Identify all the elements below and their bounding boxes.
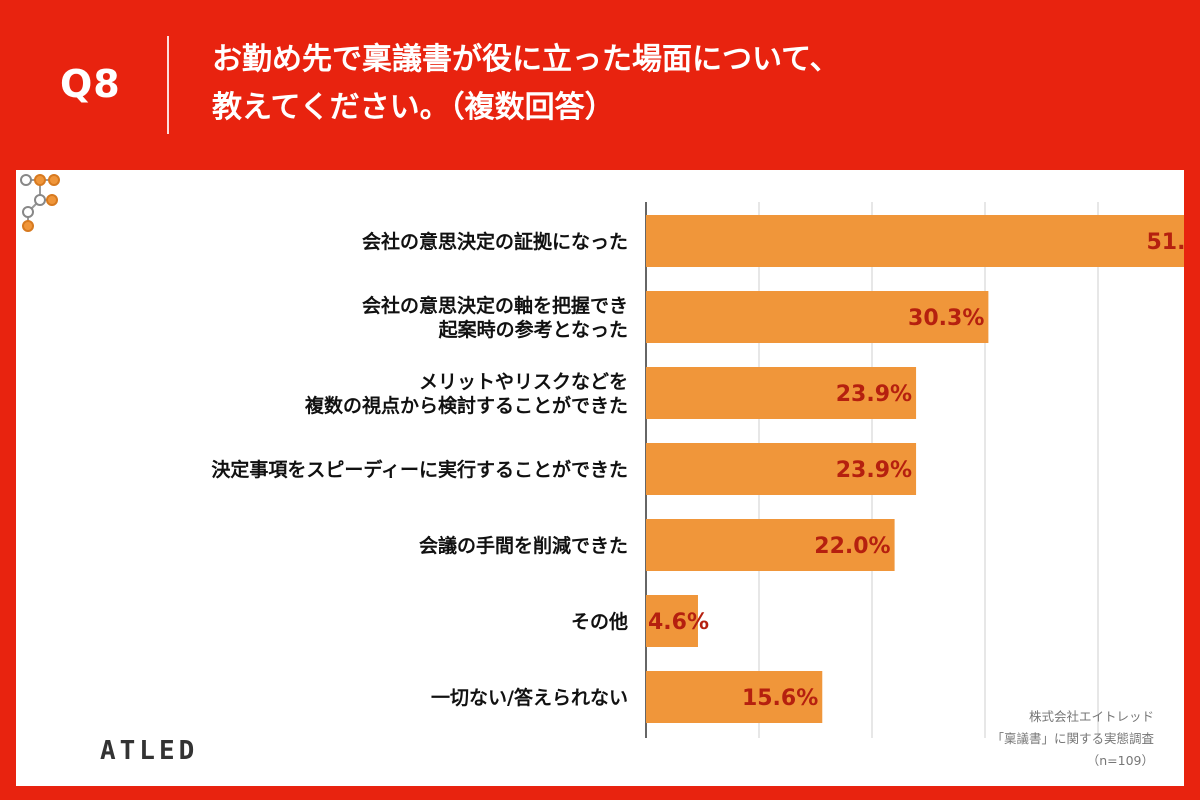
- data-label: 23.9%: [836, 458, 912, 483]
- footer-note: 株式会社エイトレッド 「稟議書」に関する実態調査 （n=109）: [991, 706, 1154, 772]
- question-label: Q8: [60, 62, 121, 106]
- bar-chart: 51.4% 会社の意思決定の証拠になった 30.3% 会社の意思決定の軸を把握でき起案…: [211, 202, 1184, 738]
- page-title: お勤め先で稟議書が役に立った場面について、 教えてください。（複数回答）: [212, 36, 1172, 132]
- category-label: 複数の視点から検討することができた: [304, 394, 628, 417]
- title-line-2: 教えてください。（複数回答）: [212, 90, 615, 125]
- header-divider: [167, 36, 169, 134]
- title-line-1: お勤め先で稟議書が役に立った場面について、: [212, 42, 840, 77]
- category-label: 会社の意思決定の証拠になった: [362, 230, 628, 253]
- category-label: メリットやリスクなどを: [419, 371, 628, 393]
- data-label: 15.6%: [742, 686, 818, 711]
- category-label: 一切ない/答えられない: [431, 686, 628, 709]
- category-label: その他: [571, 610, 628, 633]
- chart-panel: 51.4% 会社の意思決定の証拠になった 30.3% 会社の意思決定の軸を把握でき起案…: [16, 170, 1184, 786]
- logo-text: ATLED: [100, 736, 199, 766]
- bar: [646, 291, 989, 343]
- bar: [646, 671, 823, 723]
- bar: [646, 367, 917, 419]
- data-label: 4.6%: [648, 610, 709, 635]
- category-label: 会議の手間を削減できた: [419, 534, 628, 557]
- category-label: 会社の意思決定の軸を把握でき: [362, 294, 628, 317]
- data-label: 22.0%: [814, 534, 890, 559]
- atled-logo-icon: [20, 174, 60, 232]
- data-label: 30.3%: [908, 306, 984, 331]
- data-label: 23.9%: [836, 382, 912, 407]
- data-label: 51.4%: [1146, 230, 1184, 255]
- footer-sample: （n=109）: [1086, 753, 1154, 768]
- bar: [646, 443, 917, 495]
- footer-company: 株式会社エイトレッド: [1028, 709, 1154, 724]
- bar: [646, 595, 698, 647]
- bar: [646, 519, 895, 571]
- bar: [646, 215, 1184, 267]
- footer-survey: 「稟議書」に関する実態調査: [991, 731, 1154, 746]
- category-label: 決定事項をスピーディーに実行することができた: [211, 458, 628, 481]
- category-label: 起案時の参考となった: [438, 318, 628, 341]
- header: Q8 お勤め先で稟議書が役に立った場面について、 教えてください。（複数回答）: [0, 0, 1200, 170]
